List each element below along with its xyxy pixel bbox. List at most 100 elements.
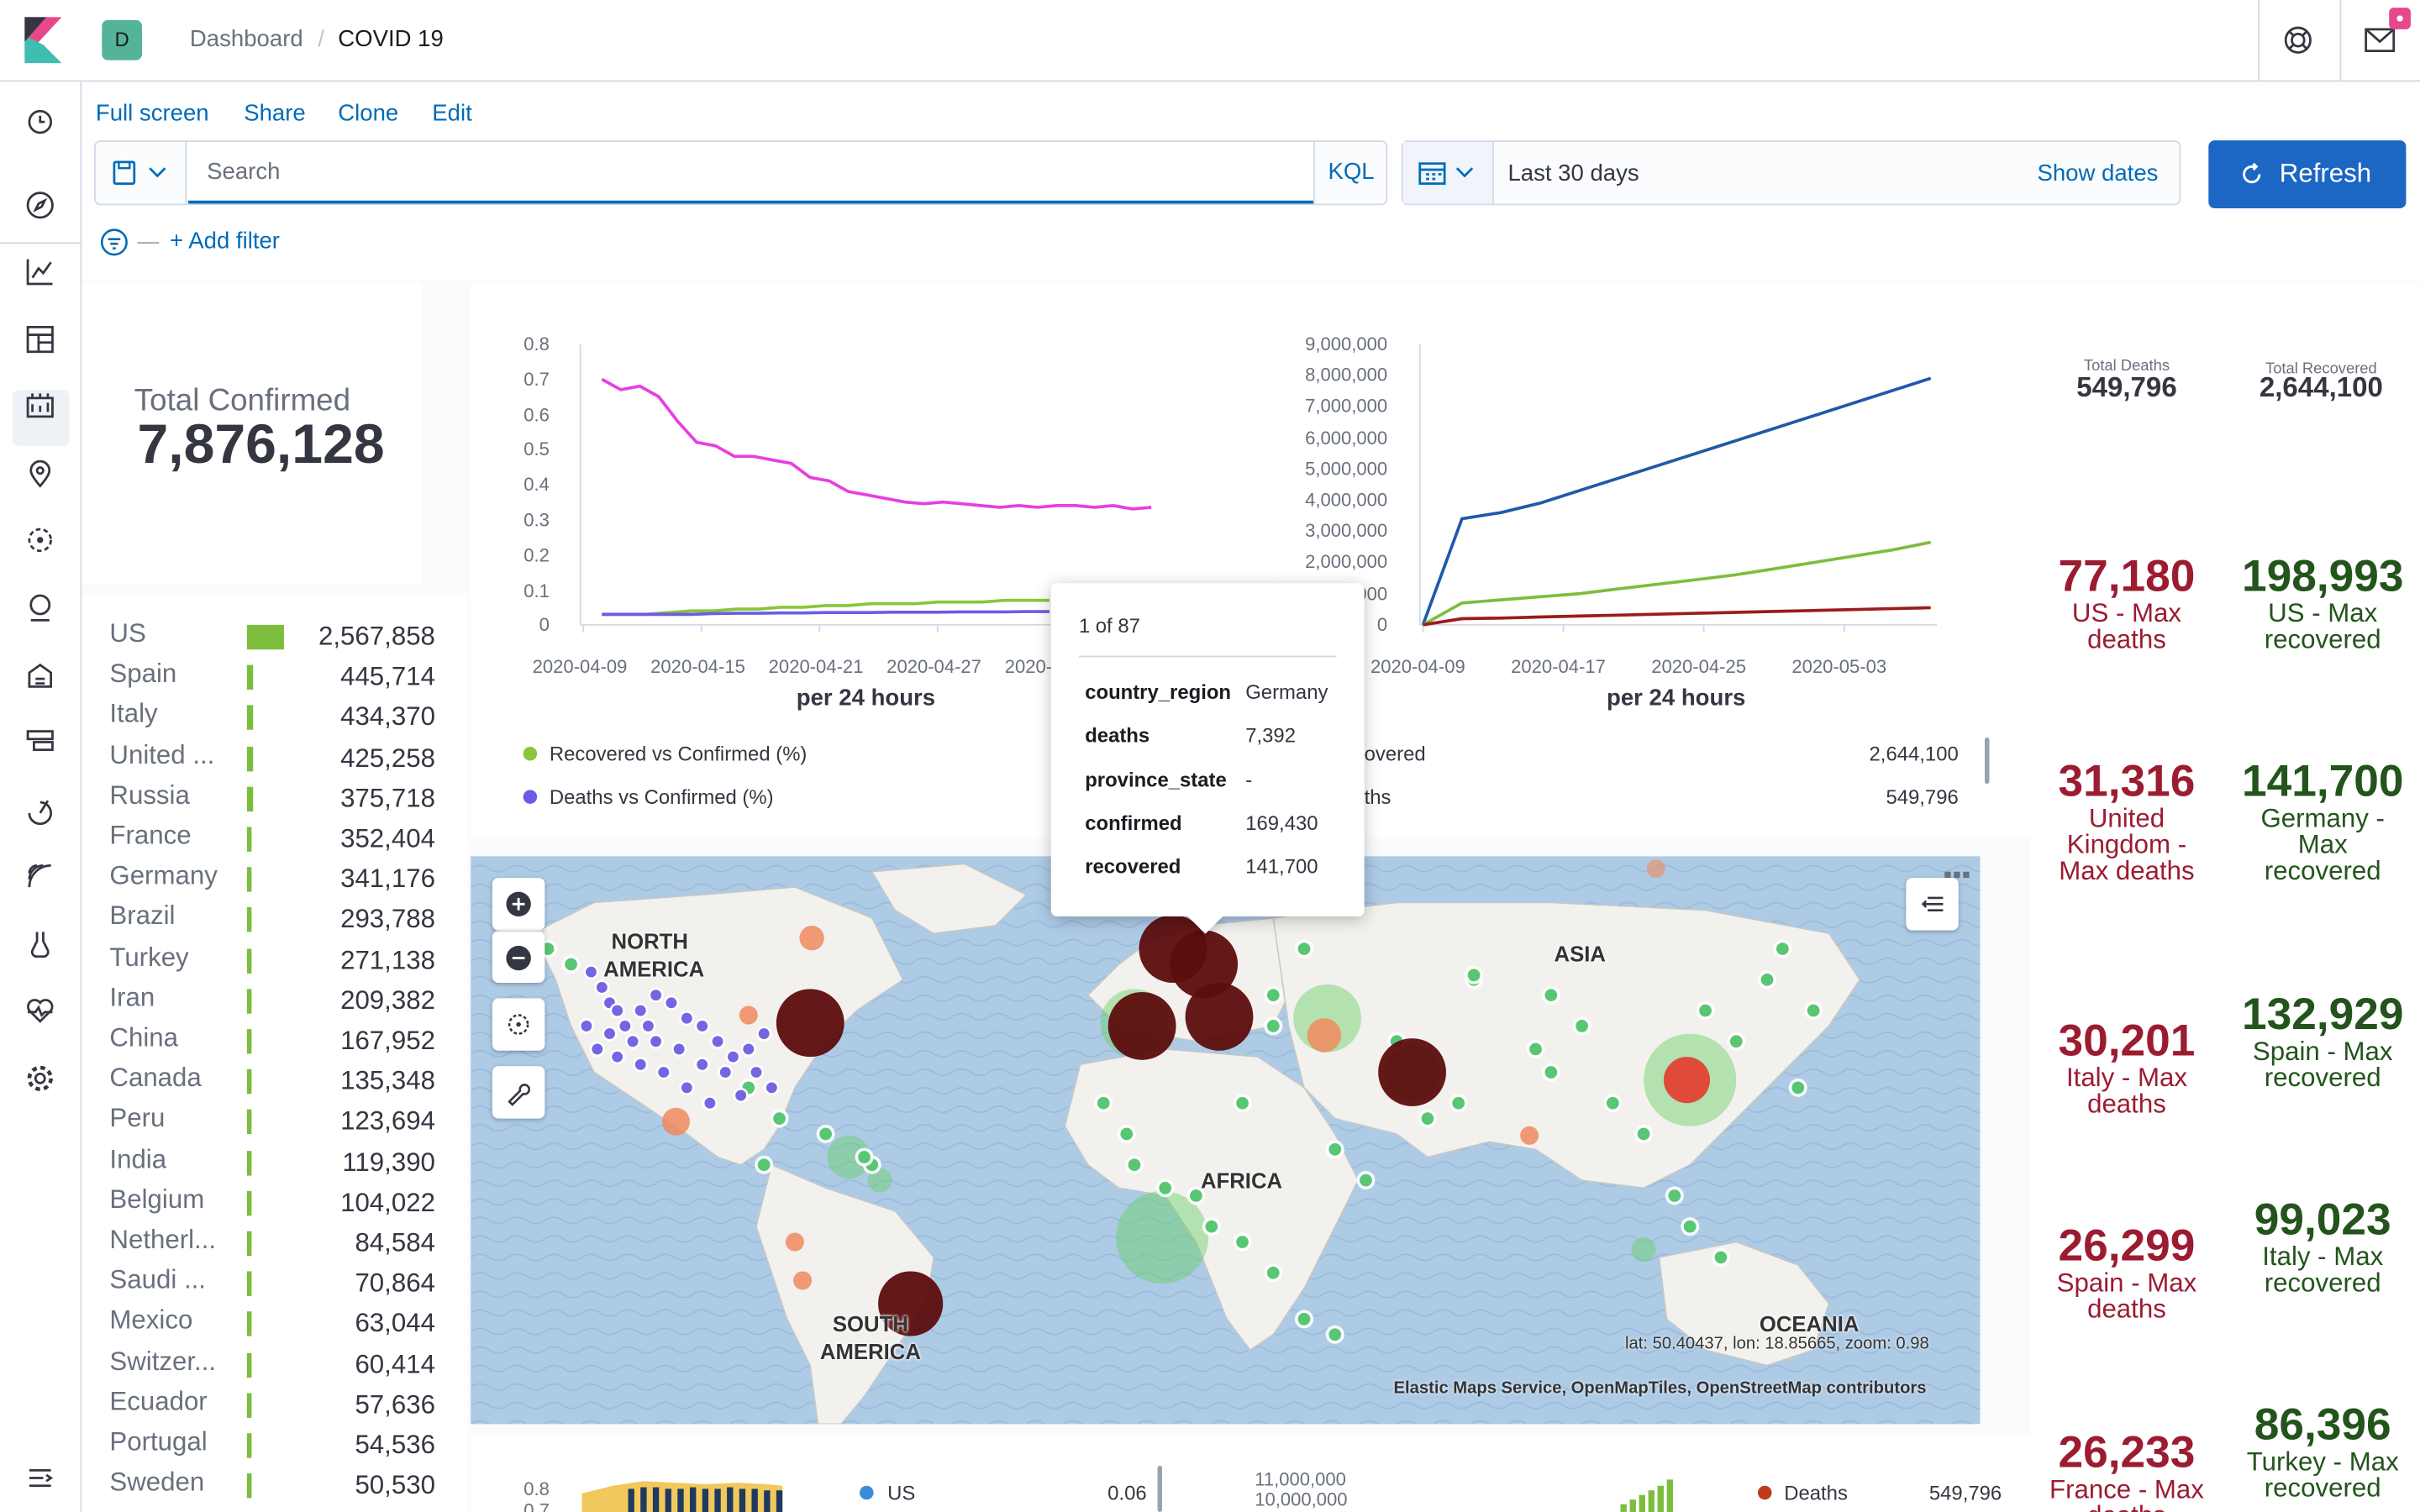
dev-tools-icon[interactable] [24,929,55,960]
country-row[interactable]: Russia 375,718 [109,780,441,821]
metric-value: 77,180 [2058,552,2196,602]
country-row[interactable]: China 167,952 [109,1023,441,1063]
legend-us[interactable]: US [887,1481,916,1504]
siem-icon[interactable] [24,861,55,892]
layer-control-button[interactable] [1906,878,1959,931]
date-picker: Last 30 days Show dates [1401,140,2181,206]
uptime-icon[interactable] [24,795,55,826]
map-canvas[interactable] [471,856,1981,1425]
collapse-nav-icon[interactable] [24,1462,55,1494]
kibana-logo-icon[interactable] [22,17,62,64]
tools-button[interactable] [492,1066,545,1119]
legend-recovered-label[interactable]: overed [1364,742,1426,766]
map-point [1266,1020,1280,1032]
country-row[interactable]: Turkey 271,138 [109,942,441,982]
country-row[interactable]: Sweden 50,530 [109,1467,441,1508]
visualize-icon[interactable] [24,256,55,287]
newsfeed-mail-icon[interactable] [2365,28,2396,52]
metric-value: 86,396 [2254,1400,2391,1451]
clone-link[interactable]: Clone [338,100,399,127]
country-row[interactable]: United ... 425,258 [109,740,441,780]
refresh-button[interactable]: Refresh [2208,140,2407,208]
show-dates-link[interactable]: Show dates [2037,160,2159,187]
machine-learning-icon[interactable] [24,524,55,555]
metric-card: 198,993 US - Max recovered [2223,554,2420,653]
canvas-icon[interactable] [24,391,55,422]
edit-link[interactable]: Edit [432,100,472,127]
saved-query-button[interactable] [96,141,187,204]
country-bar [246,907,252,933]
legend-deaths[interactable]: Deaths [1784,1481,1848,1504]
breadcrumb-dashboard[interactable]: Dashboard [189,26,303,53]
country-row[interactable]: Saudi ... 70,864 [109,1265,441,1305]
map-point-dark [776,989,844,1058]
time-range-value[interactable]: Last 30 days [1507,160,1639,187]
apm-icon[interactable] [24,727,55,758]
y-tick-label: 0.5 [523,438,550,461]
world-map[interactable]: NORTH AMERICA SOUTH AMERICA AFRICA ASIA … [471,856,1981,1425]
tooltip-value: 169,430 [1245,811,1318,835]
legend-deaths-label[interactable]: ths [1364,785,1392,809]
map-point-blue [592,1043,603,1055]
monitoring-icon[interactable] [24,995,55,1026]
metric-value: 198,993 [2241,552,2404,602]
country-row[interactable]: Brazil 293,788 [109,901,441,942]
country-row[interactable]: Peru 123,694 [109,1104,441,1144]
tooltip-pagination: 1 of 87 [1078,614,1140,638]
add-filter-button[interactable]: + Add filter [170,228,280,255]
panel-options-icon[interactable] [1943,869,1970,881]
country-row[interactable]: Italy 434,370 [109,700,441,740]
zoom-in-button[interactable] [492,878,545,931]
y-tick-label: 2,000,000 [1305,551,1388,574]
country-row[interactable]: Germany 341,176 [109,861,441,901]
map-attribution[interactable]: Elastic Maps Service, OpenMapTiles, Open… [1393,1379,1927,1399]
metrics-panel [2029,282,2420,1512]
country-value: 57,636 [355,1389,435,1420]
discover-compass-icon[interactable] [24,190,55,221]
metric-value: 30,201 [2058,1016,2196,1067]
zoom-out-button[interactable] [492,930,545,983]
map-point-dark [1185,982,1254,1051]
filter-options-icon[interactable] [99,227,130,258]
legend-scrollbar[interactable] [1157,1465,1163,1512]
maps-icon[interactable] [24,458,55,489]
metric-label: US - Max deaths [2071,598,2182,654]
logs-icon[interactable] [24,660,55,691]
search-input[interactable] [188,141,1314,204]
share-link[interactable]: Share [244,100,306,127]
recently-viewed-clock-icon[interactable] [24,107,55,138]
legend-deaths-vs-confirmed[interactable]: Deaths vs Confirmed (%) [549,785,774,809]
country-row[interactable]: US 2,567,858 [109,619,441,659]
nav-active-highlight [12,390,70,446]
country-row[interactable]: India 119,390 [109,1144,441,1184]
dashboard-icon[interactable] [24,324,55,355]
country-bar [246,988,252,1014]
country-name: India [109,1144,167,1173]
quick-menu-button[interactable] [1402,141,1494,204]
country-row[interactable]: France 352,404 [109,821,441,861]
country-row[interactable]: Canada 135,348 [109,1063,441,1104]
space-avatar[interactable]: D [102,19,142,60]
set-view-button[interactable] [492,998,545,1051]
kql-language-toggle[interactable]: KQL [1313,141,1387,204]
full-screen-link[interactable]: Full screen [95,100,209,127]
help-icon[interactable] [2282,24,2313,55]
series-line-2 [601,377,1152,511]
country-row[interactable]: Iran 209,382 [109,983,441,1023]
metrics-icon[interactable] [24,592,55,623]
country-row[interactable]: Netherl... 84,584 [109,1225,441,1265]
country-row[interactable]: Portugal 54,536 [109,1427,441,1467]
country-row[interactable]: Belgium 104,022 [109,1184,441,1225]
country-row[interactable]: Ecuador 57,636 [109,1387,441,1427]
country-bar [246,1231,252,1257]
country-row[interactable]: Mexico 63,044 [109,1306,441,1347]
country-row[interactable]: Spain 445,714 [109,659,441,700]
legend-recovered-vs-confirmed[interactable]: Recovered vs Confirmed (%) [549,742,808,766]
legend-scrollbar[interactable] [1984,737,1990,785]
management-gear-icon[interactable] [24,1063,55,1094]
country-name: China [109,1022,178,1053]
map-point-blue [758,1028,770,1040]
country-row[interactable]: Switzer... 60,414 [109,1347,441,1387]
map-point-orange [793,1271,813,1290]
metric-value: 99,023 [2254,1195,2391,1246]
